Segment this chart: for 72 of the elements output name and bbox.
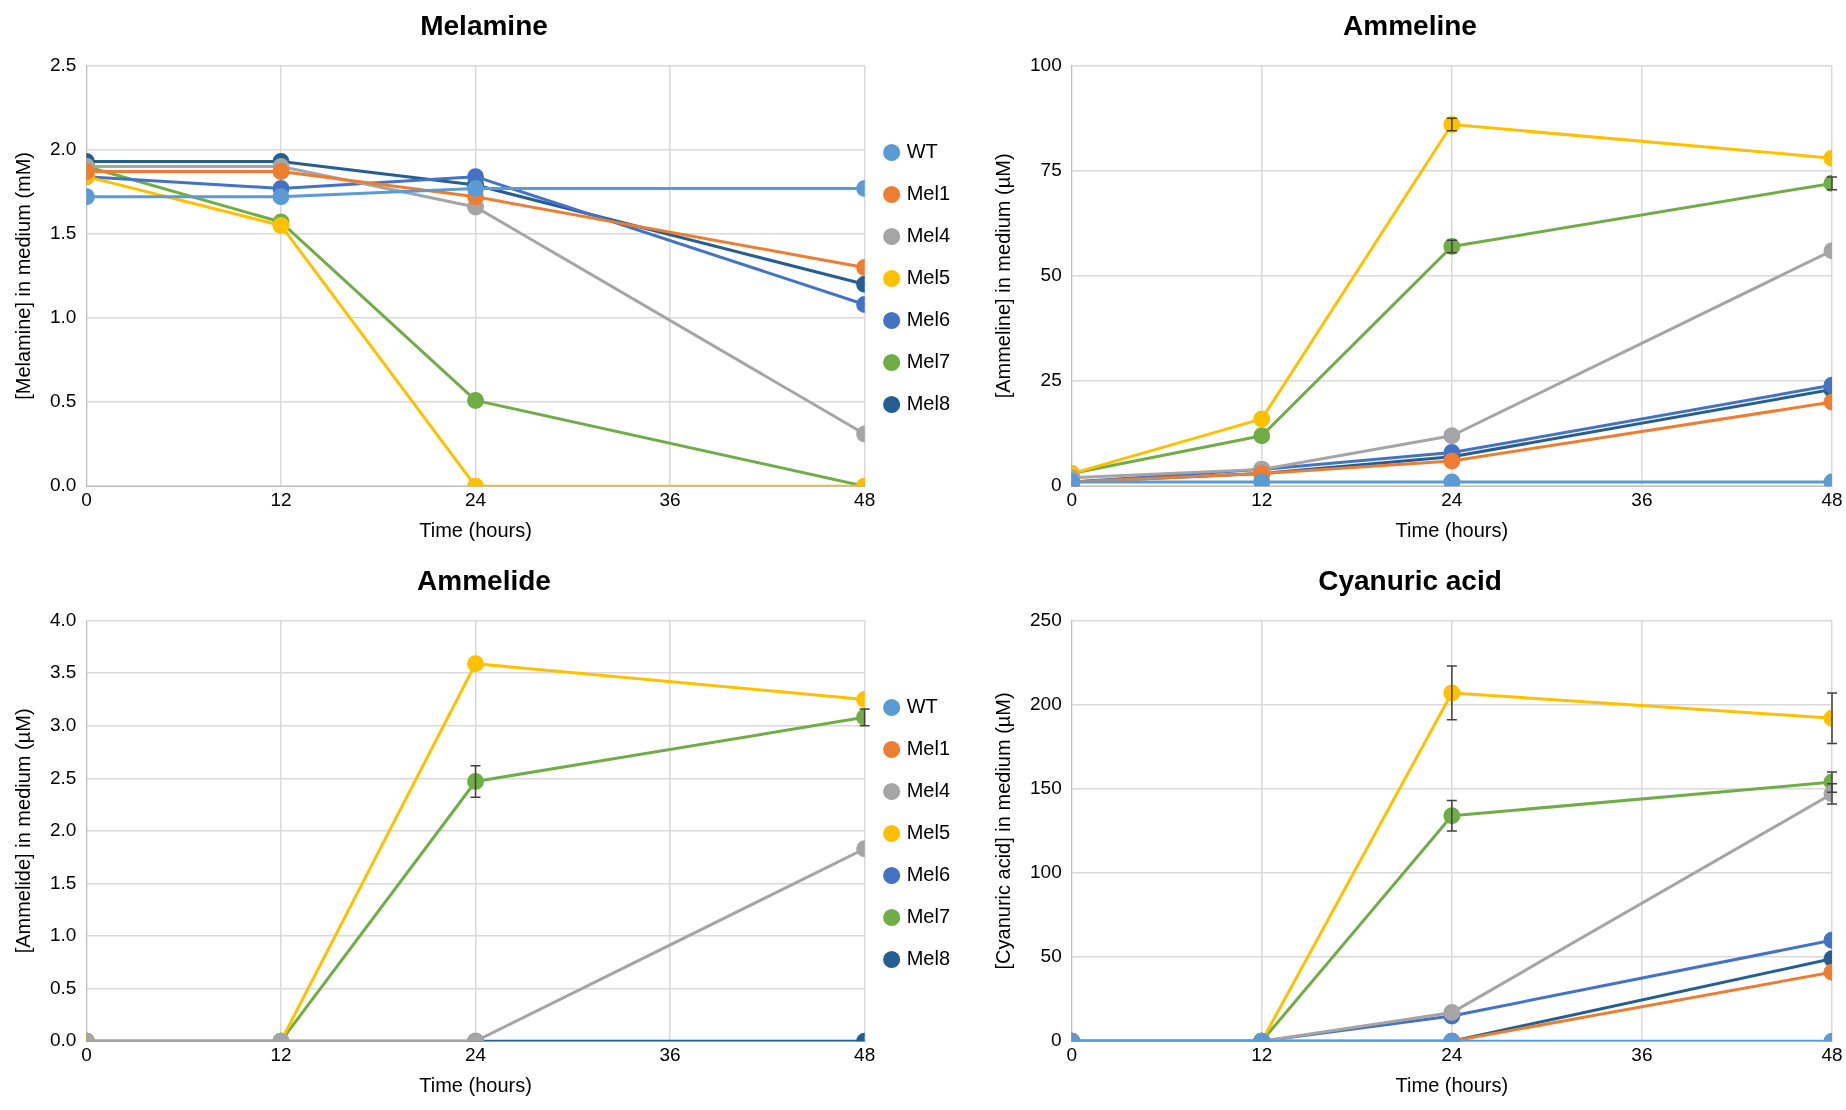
- x-tick-label: 12: [1251, 1043, 1273, 1065]
- y-axis-title: [Ammelide] in medium (µM): [11, 708, 34, 954]
- y-tick-label: 150: [1030, 777, 1062, 799]
- y-axis-title: [Cyanuric acid] in medium (µM): [991, 692, 1014, 970]
- x-tick-label: 24: [1441, 1043, 1463, 1065]
- y-tick-label: 1.0: [49, 924, 77, 946]
- y-tick-label: 2.0: [49, 819, 77, 841]
- y-axis-title: [Ammeline] in medium (µM): [991, 153, 1014, 399]
- x-axis-title: Time (hours): [419, 518, 532, 541]
- y-tick-label: 50: [1040, 264, 1062, 286]
- x-tick-label: 36: [1631, 1043, 1653, 1065]
- y-tick-label: 2.5: [49, 53, 77, 75]
- x-tick-label: 0: [81, 488, 92, 510]
- chart-title: Ammelide: [417, 564, 551, 596]
- y-tick-label: 1.0: [49, 306, 77, 328]
- y-axis-title: [Melamine] in medium (mM): [11, 151, 34, 400]
- legend-label: Mel5: [906, 821, 951, 844]
- y-tick-label: 50: [1040, 945, 1062, 967]
- y-tick-label: 75: [1040, 158, 1062, 180]
- x-tick-label: 12: [1251, 488, 1273, 510]
- legend-label: WT: [906, 695, 938, 718]
- y-tick-label: 2.0: [49, 137, 77, 159]
- y-tick-label: 25: [1040, 369, 1062, 391]
- legend-label: Mel7: [906, 350, 951, 373]
- x-tick-label: 48: [854, 488, 876, 510]
- legend-label: Mel8: [906, 947, 951, 970]
- x-tick-label: 12: [270, 488, 292, 510]
- x-tick-label: 0: [1066, 488, 1077, 510]
- chart-title: Ammeline: [1343, 9, 1477, 41]
- x-tick-label: 0: [81, 1043, 92, 1065]
- y-tick-label: 2.5: [49, 766, 77, 788]
- y-tick-label: 1.5: [49, 222, 77, 244]
- x-tick-label: 24: [464, 488, 487, 510]
- y-tick-label: 0.5: [49, 976, 77, 998]
- y-tick-label: 3.5: [49, 661, 77, 683]
- x-tick-label: 48: [1821, 1043, 1843, 1065]
- x-tick-label: 48: [1821, 488, 1843, 510]
- y-tick-label: 4.0: [49, 608, 77, 630]
- y-tick-label: 200: [1030, 692, 1062, 714]
- x-tick-label: 36: [659, 488, 681, 510]
- y-tick-label: 100: [1030, 861, 1062, 883]
- y-tick-label: 0.0: [49, 1029, 77, 1051]
- x-tick-label: 48: [854, 1043, 876, 1065]
- y-tick-label: 0.0: [49, 474, 77, 496]
- x-tick-label: 24: [464, 1043, 487, 1065]
- x-tick-label: 24: [1441, 488, 1463, 510]
- legend-label: Mel4: [906, 779, 951, 802]
- x-axis-title: Time (hours): [1395, 518, 1509, 541]
- legend-label: Mel1: [906, 182, 951, 205]
- x-tick-label: 36: [1631, 488, 1653, 510]
- y-tick-label: 0.5: [49, 390, 77, 412]
- x-axis-title: Time (hours): [1395, 1073, 1509, 1096]
- y-tick-label: 1.5: [49, 871, 77, 893]
- x-tick-label: 12: [270, 1043, 292, 1065]
- y-tick-label: 250: [1030, 608, 1062, 630]
- y-tick-label: 0: [1051, 1029, 1062, 1051]
- legend-label: WT: [906, 140, 938, 163]
- legend-label: Mel6: [906, 308, 951, 331]
- legend-label: Mel1: [906, 737, 951, 760]
- x-tick-label: 0: [1066, 1043, 1077, 1065]
- legend-label: Mel5: [906, 266, 951, 289]
- legend-label: Mel7: [906, 905, 951, 928]
- y-tick-label: 3.0: [49, 713, 77, 735]
- legend-label: Mel6: [906, 863, 951, 886]
- x-tick-label: 36: [659, 1043, 681, 1065]
- chart-title: Melamine: [420, 9, 548, 41]
- chart-title: Cyanuric acid: [1318, 564, 1502, 596]
- legend-label: Mel8: [906, 392, 951, 415]
- legend-label: Mel4: [906, 224, 951, 247]
- y-tick-label: 100: [1030, 53, 1062, 75]
- y-tick-label: 0: [1051, 474, 1062, 496]
- x-axis-title: Time (hours): [419, 1073, 532, 1096]
